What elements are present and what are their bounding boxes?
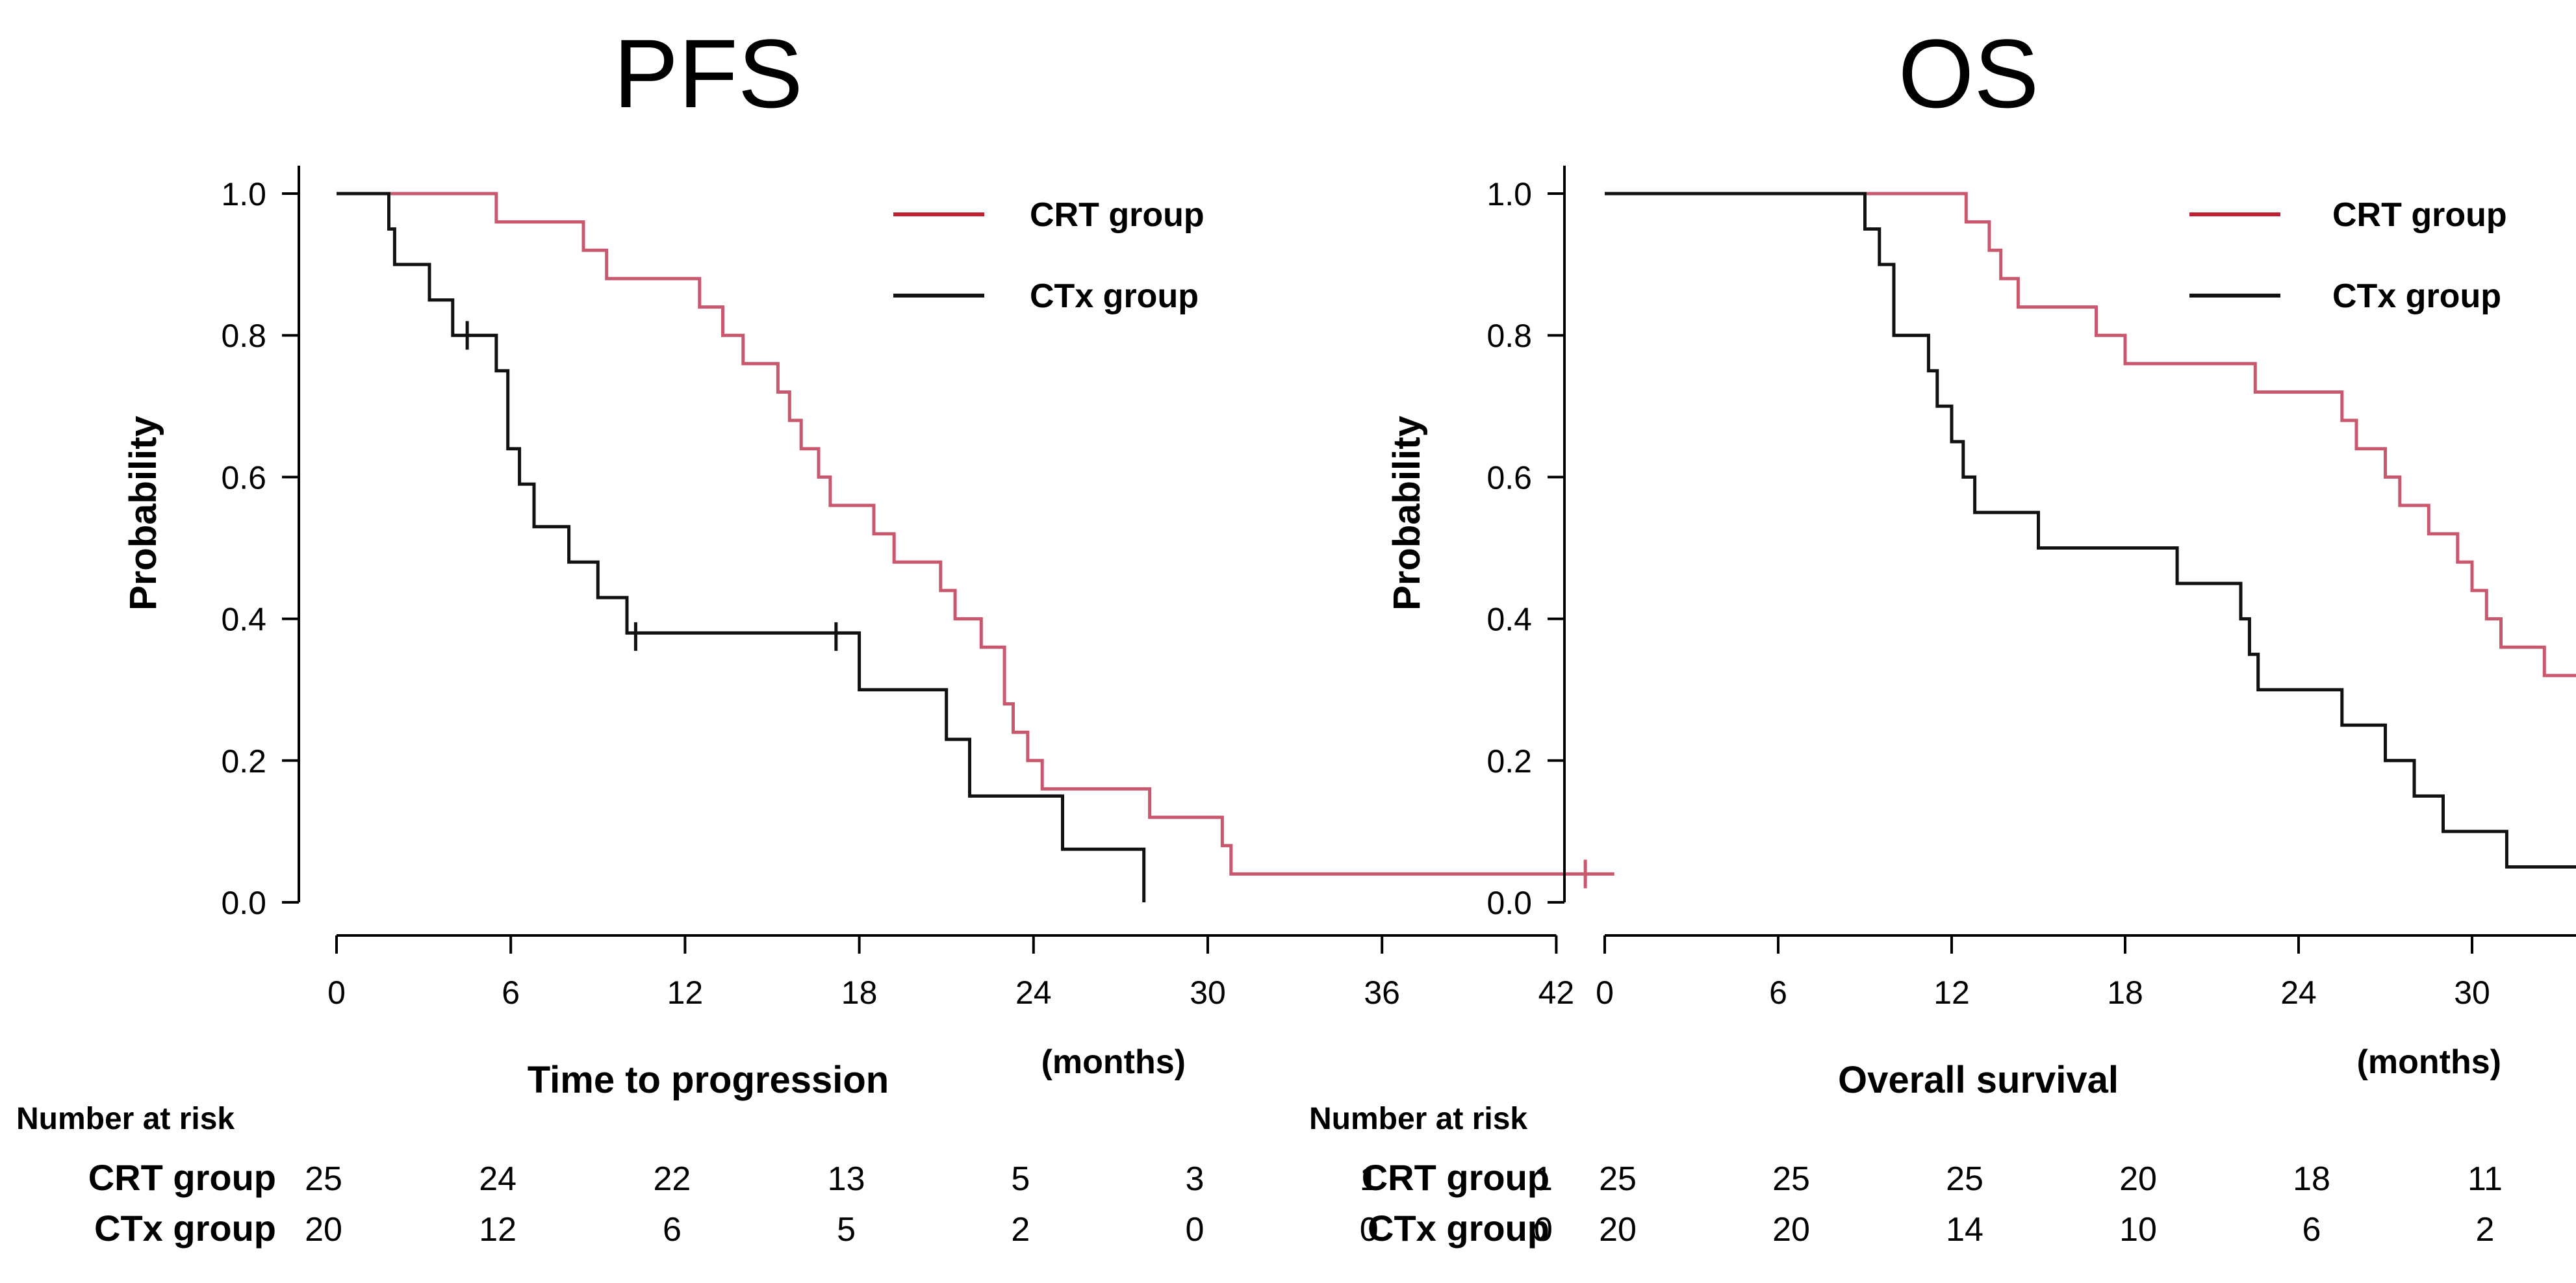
ctx-legend-label: CTx group — [2332, 277, 2501, 315]
crt-risk-value: 1 — [1360, 1160, 1379, 1198]
ctx-risk-value: 20 — [1772, 1211, 1810, 1249]
y-tick-label: 0.4 — [221, 602, 266, 638]
ctx-risk-value: 12 — [479, 1211, 516, 1249]
ctx-survival-curve — [337, 192, 1146, 902]
crt-risk-row-label: CRT group — [88, 1157, 276, 1198]
crt-risk-value: 24 — [479, 1160, 516, 1198]
crt-risk-value: 25 — [1946, 1160, 1983, 1198]
crt-risk-value: 22 — [653, 1160, 691, 1198]
y-axis-label: Probability — [122, 416, 164, 611]
y-tick-label: 0.6 — [221, 459, 266, 496]
ctx-risk-value: 6 — [663, 1211, 682, 1249]
ctx-risk-value: 6 — [2302, 1211, 2321, 1249]
crt-risk-value: 3 — [1186, 1160, 1205, 1198]
y-tick-label: 1.0 — [1486, 176, 1532, 212]
x-tick-label: 12 — [1933, 974, 1970, 1011]
crt-risk-value: 1 — [1534, 1160, 1553, 1198]
crt-risk-value: 18 — [2293, 1160, 2330, 1198]
y-tick-label: 0.6 — [1486, 459, 1532, 496]
y-tick-label: 0.8 — [221, 318, 266, 354]
ctx-risk-value: 20 — [1599, 1211, 1637, 1249]
x-tick-label: 30 — [2454, 974, 2490, 1011]
ctx-survival-curve — [1605, 192, 2576, 869]
y-tick-label: 0.2 — [1486, 743, 1532, 780]
x-tick-label: 24 — [1015, 974, 1052, 1011]
os-panel: OS0.00.20.40.60.81.00612182430364248Over… — [1309, 19, 2576, 1249]
risk-table-header: Number at risk — [16, 1102, 235, 1136]
x-tick-label: 12 — [667, 974, 704, 1011]
ctx-risk-row-label: CTx group — [94, 1208, 276, 1249]
crt-risk-row-label: CRT group — [1362, 1157, 1549, 1198]
chart-title: OS — [1898, 19, 2039, 128]
ctx-risk-value: 14 — [1946, 1211, 1983, 1249]
y-tick-label: 0.4 — [1486, 602, 1532, 638]
x-tick-label: 18 — [841, 974, 878, 1011]
chart-title: PFS — [613, 19, 803, 128]
x-tick-label: 24 — [2280, 974, 2317, 1011]
ctx-risk-value: 0 — [1360, 1211, 1379, 1249]
risk-table-header: Number at risk — [1309, 1102, 1527, 1136]
x-tick-label: 30 — [1190, 974, 1226, 1011]
crt-risk-value: 25 — [1599, 1160, 1637, 1198]
ctx-risk-row-label: CTx group — [1368, 1208, 1549, 1249]
x-tick-label: 6 — [1769, 974, 1787, 1011]
crt-legend-label: CRT group — [2332, 196, 2507, 234]
crt-risk-value: 13 — [828, 1160, 865, 1198]
x-tick-label: 6 — [502, 974, 520, 1011]
ctx-risk-value: 2 — [1011, 1211, 1030, 1249]
x-tick-label: 0 — [1596, 974, 1614, 1011]
crt-legend-label: CRT group — [1030, 196, 1205, 234]
ctx-risk-value: 0 — [1186, 1211, 1205, 1249]
y-tick-label: 0.8 — [1486, 318, 1532, 354]
x-tick-label: 42 — [1538, 974, 1575, 1011]
x-axis-unit: (months) — [1041, 1043, 1186, 1081]
crt-risk-value: 5 — [1011, 1160, 1030, 1198]
ctx-risk-value: 20 — [305, 1211, 342, 1249]
ctx-risk-value: 5 — [837, 1211, 856, 1249]
y-tick-label: 0.2 — [221, 743, 266, 780]
crt-survival-curve — [337, 192, 1614, 876]
x-tick-label: 18 — [2107, 974, 2143, 1011]
ctx-risk-value: 2 — [2476, 1211, 2495, 1249]
x-tick-label: 36 — [1364, 974, 1400, 1011]
ctx-risk-value: 0 — [1534, 1211, 1553, 1249]
x-axis-unit: (months) — [2357, 1043, 2501, 1081]
x-axis-label: Overall survival — [1838, 1059, 2119, 1101]
ctx-risk-value: 10 — [2119, 1211, 2157, 1249]
y-axis-label: Probability — [1386, 416, 1428, 611]
crt-survival-curve — [1605, 192, 2576, 678]
y-tick-label: 0.0 — [221, 885, 266, 921]
crt-risk-value: 20 — [2119, 1160, 2157, 1198]
y-tick-label: 0.0 — [1486, 885, 1532, 921]
crt-risk-value: 25 — [1772, 1160, 1810, 1198]
crt-risk-value: 11 — [2468, 1160, 2503, 1198]
crt-risk-value: 25 — [305, 1160, 342, 1198]
x-axis-label: Time to progression — [528, 1059, 889, 1101]
ctx-legend-label: CTx group — [1030, 277, 1199, 315]
y-tick-label: 1.0 — [221, 176, 266, 212]
x-tick-label: 0 — [327, 974, 346, 1011]
